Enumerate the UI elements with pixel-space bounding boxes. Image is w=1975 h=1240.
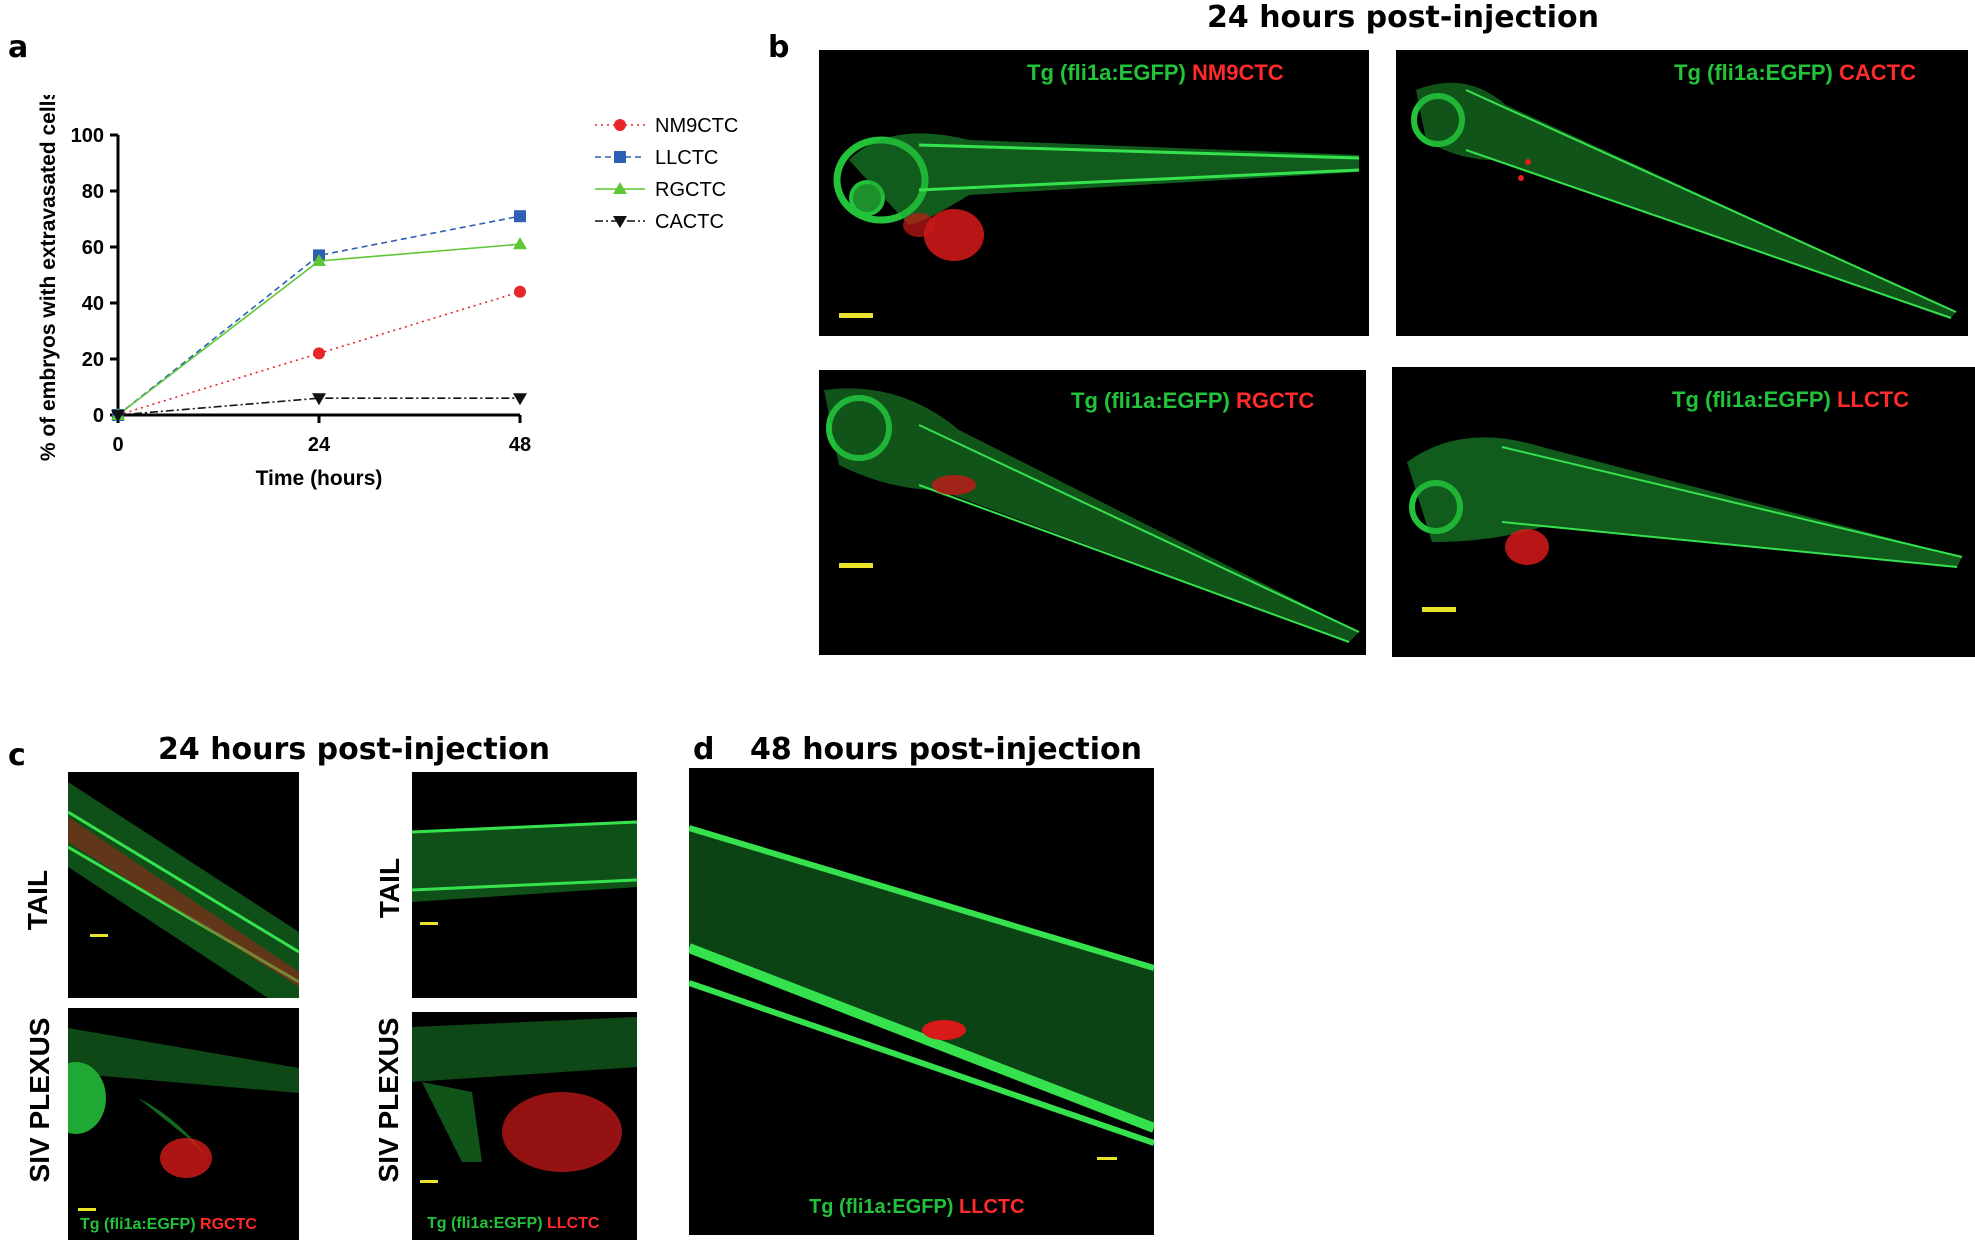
caption-d: Tg (fli1a:EGFP) LLCTC bbox=[809, 1196, 1025, 1218]
series-line-rgctc bbox=[117, 243, 521, 416]
panel-label-c: c bbox=[8, 738, 26, 773]
row-label-tail-left: TAIL bbox=[22, 869, 53, 931]
series-line-llctc bbox=[117, 215, 521, 416]
panel-label-d: d bbox=[693, 732, 715, 767]
caption-c-left: Tg (fli1a:EGFP) RGCTC bbox=[80, 1216, 257, 1233]
y-tick-label: 40 bbox=[82, 293, 104, 315]
zebrafish-image-b4: Tg (fli1a:EGFP) LLCTC bbox=[1392, 367, 1975, 657]
y-axis-title: % of embryos with extravasated cells bbox=[37, 95, 60, 461]
legend-marker bbox=[613, 182, 627, 194]
siv-image-llctc: Tg (fli1a:EGFP) LLCTC bbox=[412, 1012, 637, 1240]
heading-c: 24 hours post-injection bbox=[158, 732, 550, 767]
legend-marker bbox=[614, 151, 626, 163]
chart-series bbox=[111, 210, 527, 422]
chart-axes: 0 20 40 60 80 100 0 24 48 Time (hours) % of embryo… bbox=[37, 95, 531, 490]
y-tick-label: 60 bbox=[82, 237, 104, 259]
scale-bar bbox=[1097, 1157, 1117, 1160]
data-point bbox=[514, 285, 526, 298]
caption-b3: Tg (fli1a:EGFP) RGCTC bbox=[1071, 388, 1315, 413]
scale-bar bbox=[839, 313, 873, 318]
tail-image-llctc bbox=[412, 772, 637, 998]
extravasation-line-chart: 0 20 40 60 80 100 0 24 48 Time (hours) % of embryo… bbox=[37, 95, 738, 490]
panel-label-a: a bbox=[8, 30, 29, 65]
panel-label-b: b bbox=[768, 30, 790, 65]
scale-bar bbox=[90, 934, 108, 937]
x-tick-label: 0 bbox=[112, 434, 123, 456]
legend-marker bbox=[613, 216, 627, 228]
data-point bbox=[513, 237, 527, 250]
y-tick-label: 100 bbox=[71, 125, 104, 147]
legend-label: RGCTC bbox=[655, 179, 726, 201]
zebrafish-image-b3: Tg (fli1a:EGFP) RGCTC bbox=[819, 370, 1366, 655]
chart-legend: NM9CTC LLCTC RGCTC CACTC bbox=[595, 115, 738, 233]
scale-bar bbox=[420, 922, 438, 925]
scale-bar bbox=[78, 1208, 96, 1211]
caption-b4: Tg (fli1a:EGFP) LLCTC bbox=[1672, 387, 1910, 412]
caption-b2: Tg (fli1a:EGFP) CACTC bbox=[1674, 60, 1917, 85]
row-label-siv-right: SIV PLEXUS bbox=[373, 1017, 404, 1183]
heading-b: 24 hours post-injection bbox=[1207, 0, 1599, 35]
heading-d: 48 hours post-injection bbox=[750, 732, 1142, 767]
data-point bbox=[514, 210, 526, 223]
x-tick-label: 48 bbox=[509, 434, 531, 456]
caption-c-right: Tg (fli1a:EGFP) LLCTC bbox=[427, 1215, 600, 1232]
caption-b1: Tg (fli1a:EGFP) NM9CTC bbox=[1027, 60, 1284, 85]
y-tick-label: 0 bbox=[93, 405, 104, 427]
data-point bbox=[513, 393, 527, 406]
series-line-cactc bbox=[117, 397, 520, 416]
tail-image-rgctc bbox=[68, 772, 299, 998]
scale-bar bbox=[420, 1180, 438, 1183]
row-label-tail-right: TAIL bbox=[374, 857, 405, 919]
data-point bbox=[313, 347, 325, 360]
siv-image-rgctc: Tg (fli1a:EGFP) RGCTC bbox=[68, 1008, 299, 1240]
tail-image-48h-llctc: Tg (fli1a:EGFP) LLCTC bbox=[689, 768, 1154, 1235]
legend-label: CACTC bbox=[655, 211, 724, 233]
zebrafish-image-b1: Tg (fli1a:EGFP) NM9CTC bbox=[819, 50, 1369, 336]
scale-bar bbox=[1422, 607, 1456, 612]
x-tick-label: 24 bbox=[308, 434, 331, 456]
y-tick-label: 80 bbox=[82, 181, 104, 203]
scale-bar bbox=[839, 563, 873, 568]
legend-label: NM9CTC bbox=[655, 115, 738, 137]
data-point bbox=[312, 393, 326, 406]
legend-label: LLCTC bbox=[655, 147, 718, 169]
legend-marker bbox=[614, 119, 626, 131]
zebrafish-image-b2: Tg (fli1a:EGFP) CACTC bbox=[1396, 50, 1968, 336]
data-point bbox=[111, 410, 125, 422]
row-label-siv-left: SIV PLEXUS bbox=[24, 1017, 55, 1183]
x-axis-title: Time (hours) bbox=[256, 467, 383, 490]
y-tick-label: 20 bbox=[82, 349, 104, 371]
data-point bbox=[312, 254, 326, 266]
